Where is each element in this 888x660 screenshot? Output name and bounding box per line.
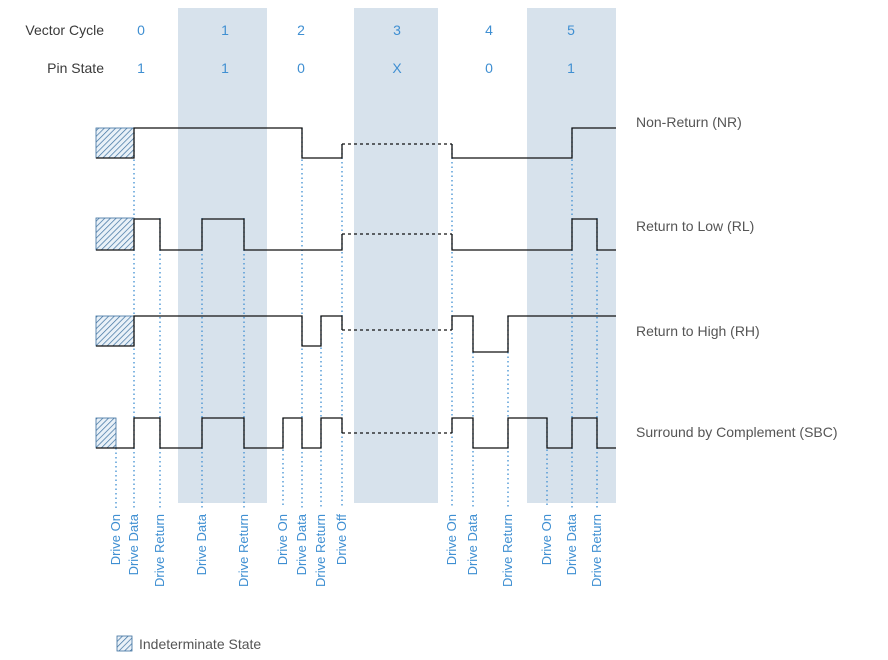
- waveform-rh: [96, 315, 616, 353]
- edge-label: Drive Data: [465, 513, 480, 575]
- edge-labels: Drive On Drive Data Drive Return Drive D…: [108, 513, 604, 587]
- indeterminate-block-rl: [95, 217, 135, 251]
- edge-label: Drive Return: [313, 514, 328, 587]
- indeterminate-block-nr: [95, 127, 135, 159]
- edge-label: Drive Data: [294, 513, 309, 575]
- cycle-number: 2: [297, 22, 305, 38]
- waveform-label-nr: Non-Return (NR): [636, 114, 742, 130]
- cycle-number: 1: [221, 22, 229, 38]
- legend: Indeterminate State: [116, 635, 261, 652]
- edge-label: Drive Data: [194, 513, 209, 575]
- cycle-numbers: 0 1 2 3 4 5: [137, 22, 575, 38]
- edge-label: Drive Data: [126, 513, 141, 575]
- cycle-number: 5: [567, 22, 575, 38]
- vector-cycle-label: Vector Cycle: [25, 22, 104, 38]
- waveform-nr: [96, 127, 616, 159]
- waveform-rl: [96, 218, 616, 251]
- edge-label: Drive Return: [152, 514, 167, 587]
- edge-label: Drive Off: [334, 514, 349, 565]
- pin-state-value: 0: [297, 60, 305, 76]
- pin-states: 1 1 0 X 0 1: [137, 60, 575, 76]
- edge-label: Drive On: [539, 514, 554, 565]
- indeterminate-block-rh: [95, 315, 135, 347]
- waveform-label-sbc: Surround by Complement (SBC): [636, 424, 838, 440]
- cycle-number: 0: [137, 22, 145, 38]
- pin-state-label: Pin State: [47, 60, 104, 76]
- pin-state-value: 1: [567, 60, 575, 76]
- cycle-band-1: [178, 8, 267, 503]
- edge-label: Drive Return: [500, 514, 515, 587]
- edge-label: Drive Data: [564, 513, 579, 575]
- waveform-sbc: [96, 417, 616, 449]
- edge-label: Drive On: [444, 514, 459, 565]
- pin-state-value: 1: [221, 60, 229, 76]
- pin-state-value: 1: [137, 60, 145, 76]
- indeterminate-block-sbc: [95, 417, 117, 449]
- edge-label: Drive Return: [589, 514, 604, 587]
- edge-label: Drive Return: [236, 514, 251, 587]
- pin-state-value: 0: [485, 60, 493, 76]
- waveform-label-rl: Return to Low (RL): [636, 218, 754, 234]
- edge-label: Drive On: [108, 514, 123, 565]
- legend-label: Indeterminate State: [139, 636, 261, 652]
- waveform-label-rh: Return to High (RH): [636, 323, 760, 339]
- edge-label: Drive On: [275, 514, 290, 565]
- indeterminate-legend-swatch: [116, 635, 133, 652]
- cycle-number: 3: [393, 22, 401, 38]
- pin-state-value: X: [392, 60, 402, 76]
- cycle-band-3: [354, 8, 438, 503]
- cycle-number: 4: [485, 22, 493, 38]
